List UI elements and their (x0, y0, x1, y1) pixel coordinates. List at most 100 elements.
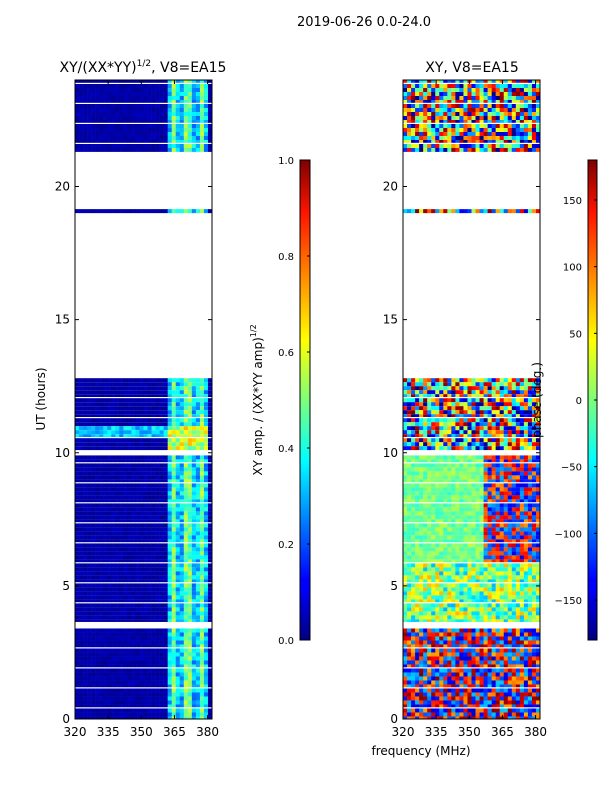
panel1-heatmap-cell (127, 648, 131, 652)
panel1-heatmap-cell (87, 539, 91, 542)
panel2-heatmap-cell (455, 479, 459, 482)
panel1-heatmap-cell (180, 607, 184, 611)
panel2-heatmap-cell (504, 491, 508, 495)
panel1-heatmap-cell (196, 672, 200, 676)
panel1-heatmap-cell (127, 543, 131, 547)
panel1-heatmap-cell (152, 579, 156, 582)
panel2-heatmap-cell (463, 483, 467, 487)
panel1-heatmap-cell (200, 140, 204, 143)
panel1-heatmap-cell (200, 92, 204, 96)
panel2-heatmap-cell (415, 503, 419, 507)
panel1-heatmap-cell (156, 632, 160, 636)
panel1-heatmap-cell (123, 487, 127, 491)
panel1-heatmap-cell (156, 636, 160, 640)
panel1-heatmap-cell (160, 499, 164, 502)
panel1-heatmap-cell (148, 132, 152, 136)
panel1-heatmap-cell (79, 599, 83, 602)
panel2-heatmap-cell (455, 495, 459, 499)
panel2-heatmap-cell (447, 495, 451, 499)
panel2-heatmap-cell (439, 467, 443, 471)
panel2-heatmap-cell (476, 664, 480, 667)
panel1-heatmap-cell (127, 700, 131, 704)
panel1-heatmap-cell (95, 402, 99, 406)
panel1-heatmap-cell (156, 467, 160, 471)
panel1-heatmap-cell (123, 632, 127, 636)
panel2-heatmap-cell (431, 664, 435, 667)
panel1-heatmap-cell (160, 382, 164, 386)
panel1-heatmap-cell (115, 487, 119, 491)
panel1-heatmap-cell (107, 140, 111, 143)
panel2-heatmap-cell (528, 475, 532, 479)
panel1-heatmap-cell (148, 378, 152, 382)
panel1-heatmap-cell (164, 406, 168, 410)
panel1-heatmap-cell (115, 611, 119, 615)
panel1-heatmap-cell (204, 559, 208, 562)
panel1-heatmap-cell (111, 583, 115, 587)
panel1-heatmap-cell (192, 511, 196, 515)
panel1-heatmap-cell (95, 430, 99, 434)
panel1-heatmap-cell (131, 712, 135, 716)
panel2-heatmap-cell (407, 644, 411, 647)
panel2-heatmap-cell (427, 523, 431, 527)
panel1-heatmap-cell (95, 603, 99, 607)
panel1-heatmap-cell (164, 96, 168, 100)
panel1-heatmap-cell (107, 483, 111, 487)
panel2-heatmap-cell (516, 523, 520, 527)
panel1-heatmap-cell (188, 696, 192, 700)
panel1-heatmap-cell (148, 547, 152, 551)
panel1-heatmap-cell (156, 704, 160, 707)
panel1-heatmap-cell (95, 414, 99, 417)
panel2-heatmap-cell (455, 467, 459, 471)
panel1-heatmap-cell (172, 386, 176, 390)
panel1-heatmap-cell (144, 559, 148, 562)
panel1-heatmap-cell (192, 438, 196, 442)
panel2-heatmap-cell (484, 507, 488, 511)
panel1-heatmap-cell (184, 144, 188, 148)
panel1-heatmap-cell (200, 551, 204, 555)
panel2-heatmap-cell (423, 527, 427, 531)
panel2-heatmap-cell (484, 688, 488, 692)
panel2-heatmap-cell (427, 640, 431, 644)
panel2-heatmap-cell (435, 483, 439, 487)
panel1-heatmap-cell (180, 495, 184, 499)
panel1-heatmap-cell (160, 511, 164, 515)
panel1-heatmap-cell (160, 519, 164, 522)
panel1-heatmap-cell (127, 531, 131, 535)
panel2-heatmap-cell (419, 531, 423, 535)
panel1-heatmap-cell (83, 628, 87, 632)
panel1-heatmap-cell (156, 108, 160, 112)
panel2-heatmap-cell (411, 515, 415, 519)
panel1-heatmap-cell (99, 615, 103, 619)
panel1-heatmap-cell (111, 491, 115, 495)
panel2-heatmap-cell (403, 515, 407, 519)
panel1-heatmap-cell (91, 418, 95, 422)
panel1-heatmap-cell (156, 422, 160, 426)
panel1-heatmap-cell (115, 422, 119, 426)
panel2-heatmap-cell (423, 475, 427, 479)
panel2-heatmap-cell (463, 652, 467, 656)
panel2-heatmap-cell (463, 515, 467, 519)
panel2-heatmap-cell (524, 704, 528, 707)
panel2-heatmap-cell (480, 495, 484, 499)
panel2-heatmap-cell (411, 636, 415, 640)
panel1-heatmap-cell (107, 628, 111, 632)
panel2-heatmap-cell (524, 459, 528, 462)
panel1-heatmap-cell (148, 108, 152, 112)
panel1-heatmap-cell (127, 483, 131, 487)
panel2-heatmap-cell (439, 684, 443, 687)
panel2-heatmap-cell (500, 652, 504, 656)
panel2-heatmap-cell (516, 664, 520, 667)
panel2-heatmap-cell (524, 495, 528, 499)
panel2-heatmap-cell (447, 632, 451, 636)
panel2-heatmap-cell (524, 672, 528, 676)
panel1-heatmap-cell (75, 507, 79, 511)
panel1-heatmap-cell (111, 648, 115, 652)
panel1-heatmap-cell (107, 471, 111, 475)
panel1-heatmap-cell (196, 402, 200, 406)
panel1-heatmap-cell (103, 523, 107, 527)
panel1-heatmap-cell (164, 92, 168, 96)
panel1-heatmap-cell (176, 688, 180, 692)
panel2-heatmap-cell (520, 644, 524, 647)
panel1-heatmap-cell (152, 430, 156, 434)
panel2-heatmap-cell (455, 692, 459, 696)
